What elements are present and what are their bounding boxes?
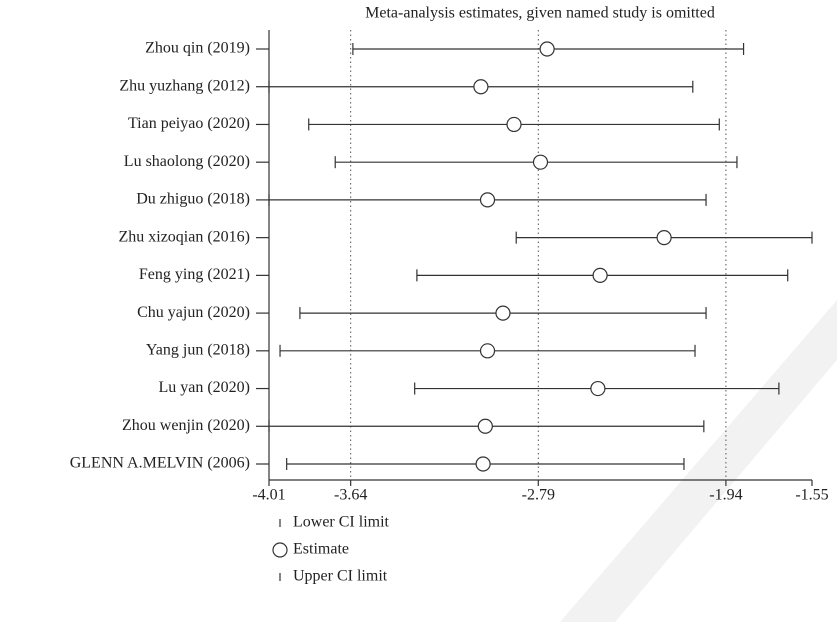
y-tick-label: Yang jun (2018) xyxy=(146,341,250,358)
legend-label: Lower CI limit xyxy=(293,514,390,531)
estimate xyxy=(592,267,608,283)
y-tick-label: Zhou qin (2019) xyxy=(145,40,250,57)
legend-label: Upper CI limit xyxy=(293,568,388,585)
y-tick-label: Lu shaolong (2020) xyxy=(124,153,250,170)
y-tick-label: Feng ying (2021) xyxy=(139,266,250,283)
y-tick-label: Zhou wenjin (2020) xyxy=(122,417,250,434)
y-tick-label: Tian peiyao (2020) xyxy=(128,115,250,132)
watermark xyxy=(560,300,837,622)
x-tick-label: -3.64 xyxy=(334,487,367,504)
estimate xyxy=(477,418,493,434)
estimate xyxy=(506,116,522,133)
y-tick-label: Lu yan (2020) xyxy=(158,379,250,396)
estimate xyxy=(656,230,672,246)
estimate xyxy=(532,154,549,170)
estimate xyxy=(495,305,511,321)
x-tick-label: -4.01 xyxy=(252,487,285,504)
x-tick-label: -1.55 xyxy=(795,487,828,504)
estimate xyxy=(475,456,491,472)
estimate xyxy=(590,380,606,397)
y-tick-label: Zhu xizoqian (2016) xyxy=(118,228,250,245)
y-tick-label: Du zhiguo (2018) xyxy=(136,191,250,208)
y-tick-label: GLENN A.MELVIN (2006) xyxy=(70,455,250,472)
estimate xyxy=(479,192,496,208)
estimate xyxy=(539,41,555,57)
estimate xyxy=(473,79,489,95)
x-tick-label: -2.79 xyxy=(522,487,555,504)
y-tick-label: Chu yajun (2020) xyxy=(137,304,250,321)
legend-estimate xyxy=(272,542,288,558)
estimate xyxy=(479,343,496,359)
x-tick-label: -1.94 xyxy=(709,487,742,504)
y-tick-label: Zhu yuzhang (2012) xyxy=(119,77,250,94)
chart-title: Meta-analysis estimates, given named stu… xyxy=(365,5,715,22)
legend-label: Estimate xyxy=(293,541,349,558)
